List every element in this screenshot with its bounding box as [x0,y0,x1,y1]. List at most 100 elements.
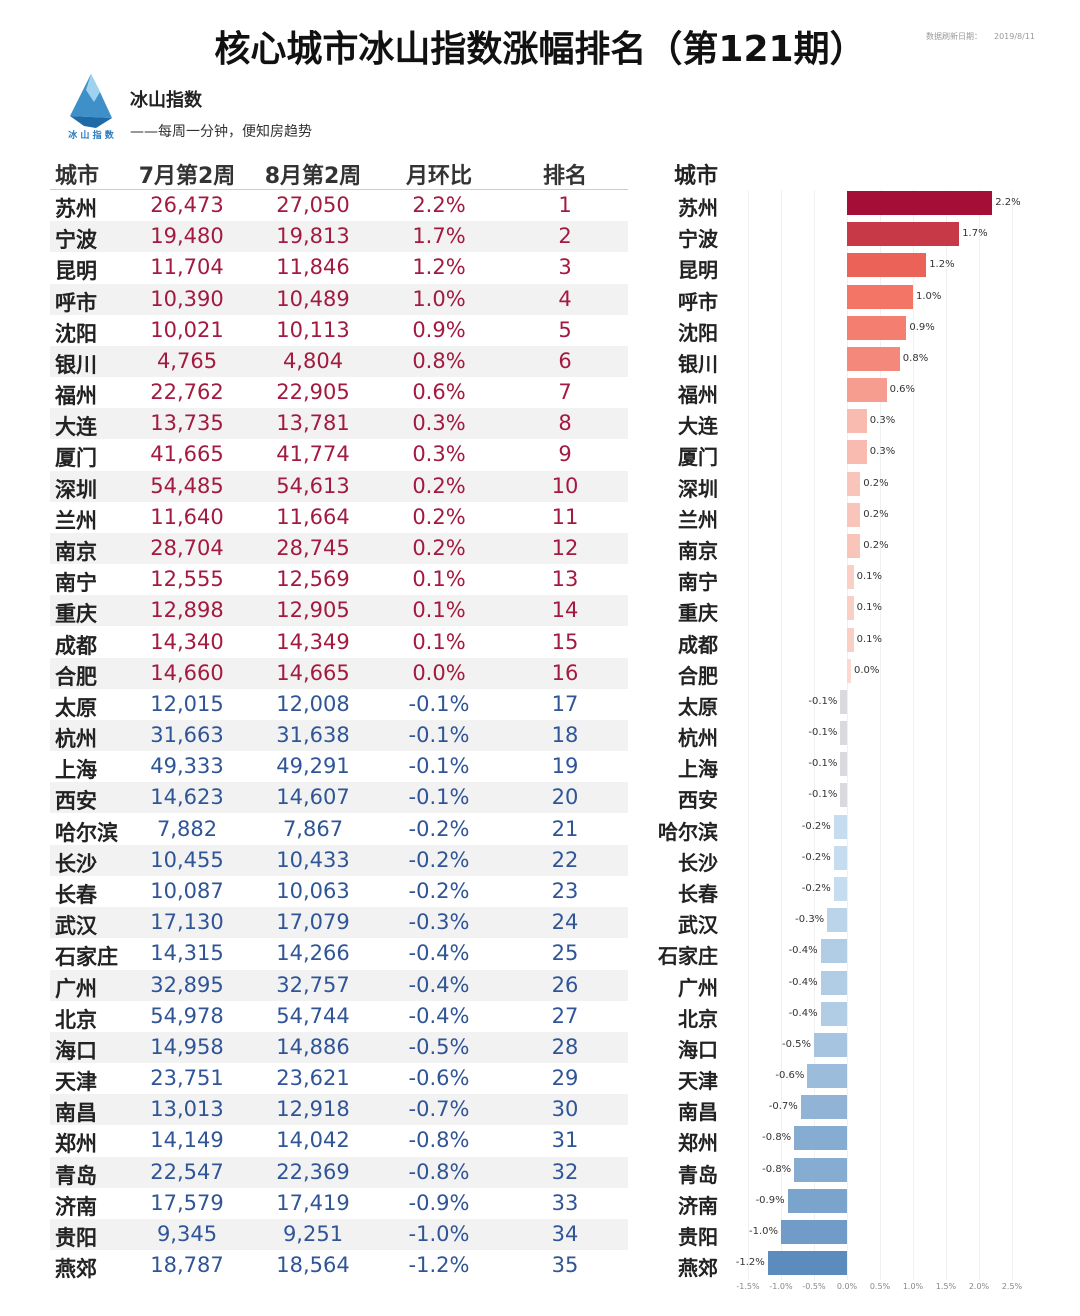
chart-category-label: 宁波 [678,227,718,252]
gridline [913,190,914,1280]
gridline [781,190,782,1280]
city-cell: 成都 [55,633,97,658]
bar [847,596,854,621]
chart-category-label: 银川 [678,351,718,376]
bar [833,845,847,870]
august-value-cell: 32,757 [276,972,350,997]
bar-data-label: 1.0% [916,290,942,302]
mom-change-cell: 0.6% [412,380,466,405]
mom-change-cell: 0.9% [412,317,466,342]
bar-data-label: -0.4% [788,945,818,957]
svg-text:冰 山 指 数: 冰 山 指 数 [68,129,114,141]
mom-change-cell: -0.1% [408,691,470,716]
july-value-cell: 11,704 [150,255,224,280]
mom-change-cell: -0.8% [408,1159,470,1184]
mom-change-cell: 0.8% [412,348,466,373]
august-value-cell: 11,664 [276,504,350,529]
table-header: 城市 [55,164,100,189]
city-cell: 南昌 [55,1101,97,1126]
bar-data-label: -0.4% [788,976,818,988]
august-value-cell: 41,774 [276,442,350,467]
bar-data-label: -0.5% [781,1038,811,1050]
july-value-cell: 9,345 [156,1221,218,1246]
mom-change-cell: -0.2% [408,847,470,872]
july-value-cell: 13,735 [150,411,224,436]
bar-data-label: -0.1% [808,758,838,770]
july-value-cell: 10,087 [150,878,224,903]
chart-category-header: 城市 [673,164,718,189]
mom-change-cell: 0.2% [412,504,466,529]
rank-cell: 26 [551,972,579,997]
july-value-cell: 54,485 [150,473,224,498]
august-value-cell: 11,846 [276,255,350,280]
table-header: 排名 [542,164,587,189]
bar [767,1251,847,1276]
august-value-cell: 12,569 [276,567,350,592]
august-value-cell: 54,744 [276,1003,350,1028]
bar-data-label: 0.8% [902,352,929,364]
bar-data-label: -0.6% [775,1070,805,1082]
gridline [814,190,815,1280]
mom-change-cell: -0.4% [408,972,470,997]
gridline [1012,190,1013,1280]
bar-data-label: 0.2% [863,477,889,489]
x-tick-label: 1.0% [902,1282,924,1291]
chart-category-label: 太原 [678,694,718,719]
july-value-cell: 14,149 [150,1128,224,1153]
table-row: 昆明 11,704 11,846 1.2% 3 [50,252,628,283]
bar-data-label: 0.2% [863,539,889,551]
rank-cell: 10 [551,473,579,498]
mom-change-cell: -1.0% [408,1221,470,1246]
chart-category-label: 杭州 [678,726,718,751]
july-value-cell: 7,882 [156,816,218,841]
page-title: 核心城市冰山指数涨幅排名（第121期） [214,29,866,70]
july-value-cell: 10,455 [150,847,224,872]
refresh-date: 数据刷新日期： 2019/8/11 [926,31,1047,42]
city-cell: 重庆 [55,602,97,627]
city-cell: 郑州 [55,1132,97,1157]
bar-data-label: -0.7% [768,1101,798,1113]
rank-cell: 22 [551,847,579,872]
july-value-cell: 54,978 [150,1003,224,1028]
rank-cell: 31 [551,1128,579,1153]
mom-change-cell: -0.2% [408,878,470,903]
city-cell: 青岛 [55,1163,97,1188]
rank-cell: 27 [551,1003,579,1028]
mom-change-cell: 0.2% [412,535,466,560]
bar-data-label: -0.4% [788,1007,818,1019]
x-tick-label: 2.5% [1001,1282,1023,1291]
august-value-cell: 14,042 [276,1128,350,1153]
rank-cell: 2 [558,224,572,249]
july-value-cell: 13,013 [150,1097,224,1122]
gridline [880,190,881,1280]
gridline [946,190,947,1280]
bar [827,908,847,933]
city-cell: 武汉 [55,914,97,939]
chart-category-label: 北京 [678,1006,718,1031]
mom-change-cell: 1.7% [412,224,466,249]
table-row: 长沙 10,455 10,433 -0.2% 22 [50,844,628,876]
mom-change-cell: -0.1% [408,754,470,779]
july-value-cell: 12,015 [150,691,224,716]
chart-category-label: 济南 [678,1193,718,1218]
rank-cell: 23 [551,878,579,903]
august-value-cell: 14,886 [276,1034,350,1059]
rank-cell: 33 [551,1190,579,1215]
rank-cell: 28 [551,1034,579,1059]
mom-change-cell: -0.9% [408,1190,470,1215]
bar-data-label: 0.6% [889,384,915,396]
chart-category-label: 成都 [678,632,718,657]
table-row: 兰州 11,640 11,664 0.2% 11 [50,502,628,533]
table-row: 北京 54,978 54,744 -0.4% 27 [50,1001,628,1032]
july-value-cell: 10,021 [150,317,224,342]
city-cell: 杭州 [55,727,97,752]
bar [794,1126,847,1151]
city-cell: 厦门 [55,446,97,471]
mom-change-cell: -0.4% [408,1003,470,1028]
chart-category-label: 石家庄 [658,944,718,969]
july-value-cell: 49,333 [150,754,224,779]
bar [840,721,847,746]
city-cell: 燕郊 [55,1257,97,1282]
chart-category-label: 西安 [678,788,718,813]
